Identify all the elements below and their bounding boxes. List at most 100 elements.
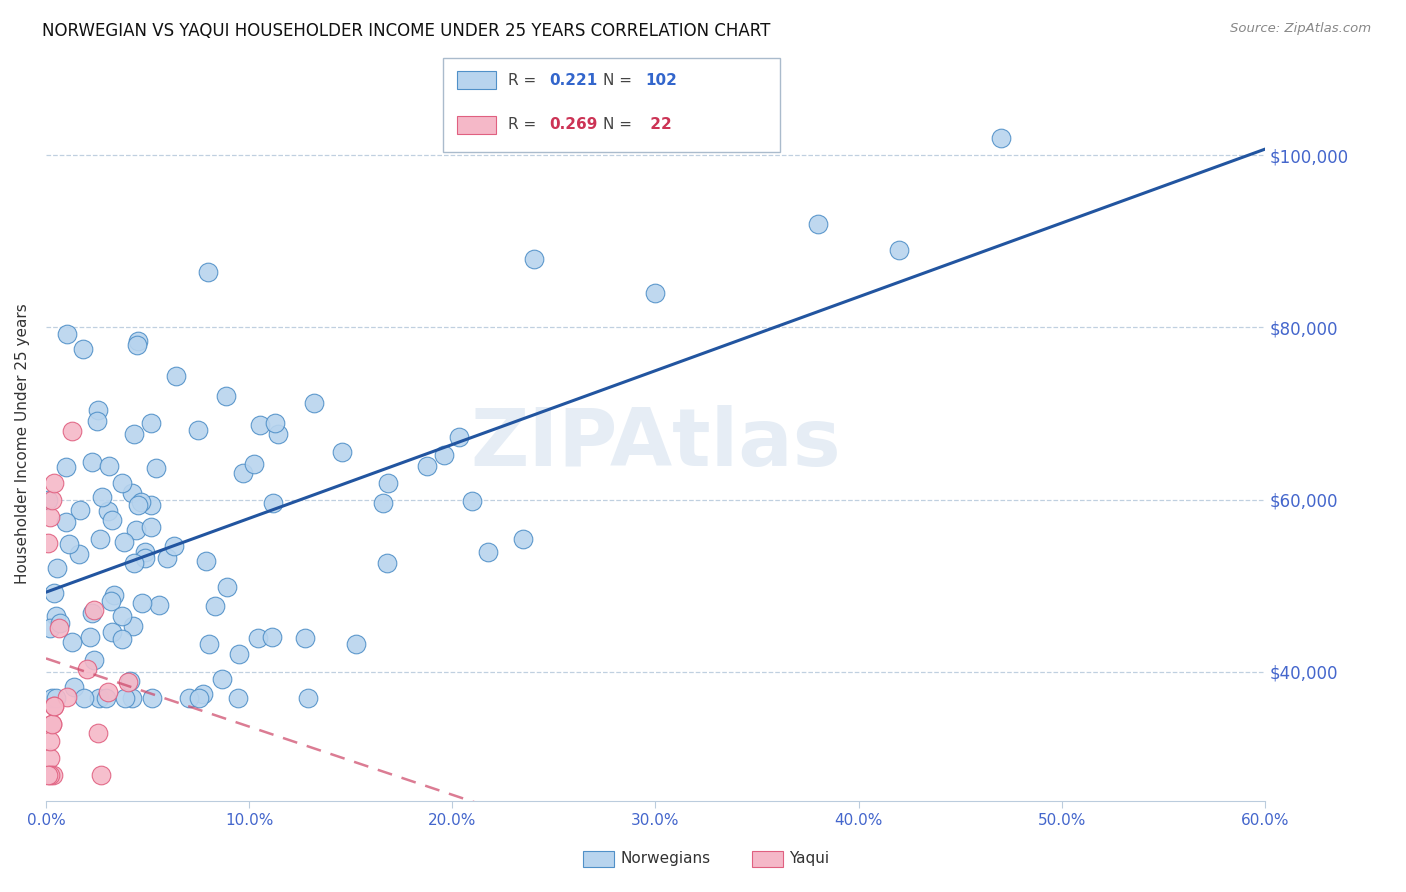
Point	[139, 520, 162, 534]
Point	[375, 556, 398, 570]
Point	[344, 637, 367, 651]
Point	[79, 630, 101, 644]
Point	[124, 523, 146, 537]
Text: Yaqui: Yaqui	[789, 851, 830, 865]
Text: R =: R =	[508, 118, 541, 132]
Point	[87, 402, 110, 417]
Point	[103, 588, 125, 602]
Point	[80, 607, 103, 621]
Point	[72, 343, 94, 357]
Point	[121, 486, 143, 500]
Point	[262, 631, 284, 645]
Point	[37, 536, 59, 550]
Point	[90, 491, 112, 505]
Point	[371, 496, 394, 510]
Point	[83, 653, 105, 667]
Point	[89, 533, 111, 547]
Point	[522, 252, 544, 266]
Point	[39, 734, 62, 748]
Point	[120, 674, 142, 689]
Point	[197, 265, 219, 279]
Point	[42, 699, 65, 714]
Point	[56, 326, 79, 341]
Point	[111, 608, 134, 623]
Point	[38, 621, 60, 635]
Point	[80, 454, 103, 468]
Point	[447, 430, 470, 444]
Point	[990, 131, 1012, 145]
Point	[97, 503, 120, 517]
Point	[41, 716, 63, 731]
Point	[477, 544, 499, 558]
Point	[60, 424, 83, 438]
Point	[97, 458, 120, 473]
Point	[122, 619, 145, 633]
Point	[415, 458, 437, 473]
Point	[177, 690, 200, 705]
Point	[163, 540, 186, 554]
Point	[41, 492, 63, 507]
Point	[134, 550, 156, 565]
Point	[141, 498, 163, 512]
Point	[512, 532, 534, 546]
Point	[166, 368, 188, 383]
Point	[198, 637, 221, 651]
Point	[134, 545, 156, 559]
Point	[111, 475, 134, 490]
Point	[87, 725, 110, 739]
Text: ZIPAtlas: ZIPAtlas	[470, 405, 841, 483]
Point	[129, 494, 152, 508]
Point	[148, 598, 170, 612]
Point	[100, 513, 122, 527]
Point	[141, 416, 163, 430]
Point	[63, 681, 86, 695]
Point	[122, 556, 145, 570]
Point	[145, 461, 167, 475]
Point	[889, 243, 911, 257]
Point	[226, 690, 249, 705]
Point	[45, 690, 67, 705]
Point	[112, 535, 135, 549]
Point	[127, 334, 149, 348]
Point	[48, 621, 70, 635]
Point	[42, 699, 65, 714]
Point	[94, 690, 117, 705]
Point	[60, 634, 83, 648]
Text: 0.221: 0.221	[550, 73, 598, 87]
Point	[41, 716, 63, 731]
Text: 102: 102	[645, 73, 678, 87]
Point	[156, 550, 179, 565]
Text: 0.269: 0.269	[550, 118, 598, 132]
Point	[228, 647, 250, 661]
Point	[55, 690, 77, 704]
Point	[807, 217, 830, 231]
Point	[332, 445, 354, 459]
Point	[45, 561, 67, 575]
Point	[76, 661, 98, 675]
Text: N =: N =	[603, 118, 637, 132]
Point	[262, 495, 284, 509]
Point	[249, 417, 271, 432]
Point	[73, 690, 96, 705]
Text: N =: N =	[603, 73, 637, 87]
Text: 22: 22	[645, 118, 672, 132]
Point	[461, 494, 484, 508]
Point	[67, 547, 90, 561]
Point	[87, 690, 110, 705]
Point	[297, 690, 319, 705]
Point	[100, 594, 122, 608]
Point	[37, 493, 59, 508]
Point	[247, 631, 270, 645]
Point	[39, 510, 62, 524]
Text: NORWEGIAN VS YAQUI HOUSEHOLDER INCOME UNDER 25 YEARS CORRELATION CHART: NORWEGIAN VS YAQUI HOUSEHOLDER INCOME UN…	[42, 22, 770, 40]
Point	[204, 599, 226, 614]
Point	[97, 685, 120, 699]
Point	[121, 690, 143, 705]
Point	[433, 448, 456, 462]
Point	[48, 615, 70, 630]
Point	[117, 675, 139, 690]
Point	[101, 624, 124, 639]
Point	[127, 498, 149, 512]
Point	[41, 768, 63, 782]
Point	[644, 286, 666, 301]
